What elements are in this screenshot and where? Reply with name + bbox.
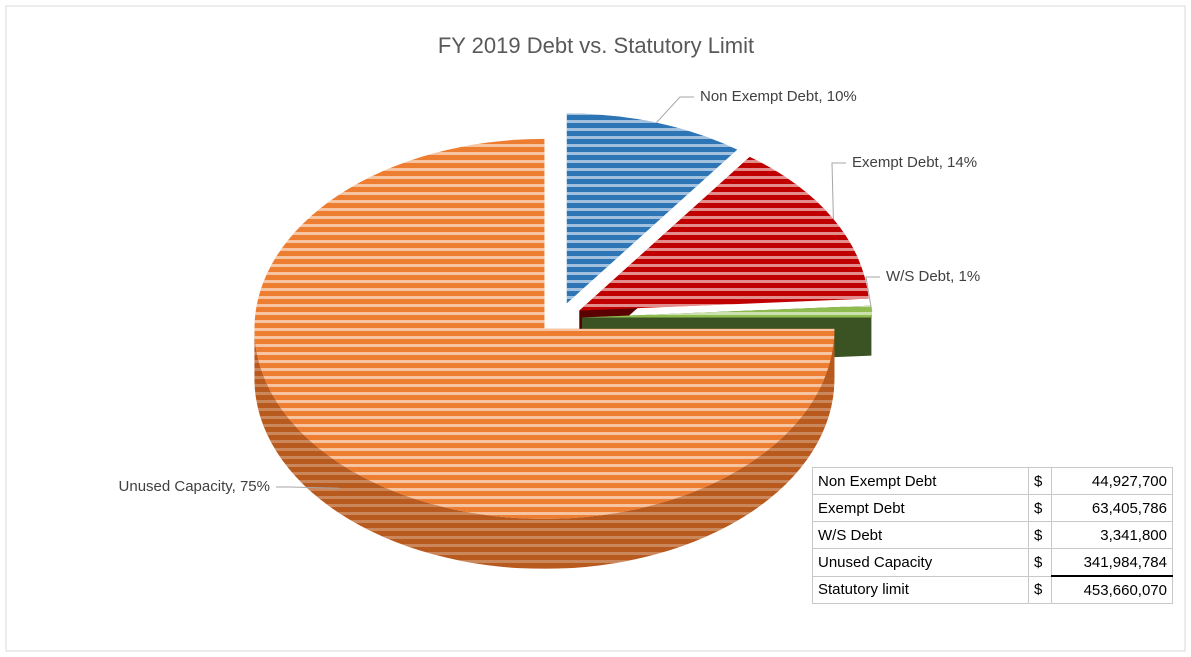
pie-slice-hatch	[579, 156, 869, 311]
data-label: W/S Debt, 1%	[886, 268, 980, 285]
table-cell: Non Exempt Debt	[812, 467, 1029, 495]
table-row: Non Exempt Debt $44,927,700	[812, 467, 1173, 495]
table-cell: Statutory limit	[812, 575, 1029, 604]
table-row: W/S Debt $3,341,800	[812, 521, 1173, 549]
table-row: Statutory limit $453,660,070	[812, 575, 1173, 604]
leader-line	[276, 486, 340, 489]
table-cell: Exempt Debt	[812, 494, 1029, 522]
data-label: Non Exempt Debt, 10%	[700, 88, 857, 105]
leader-line	[865, 276, 880, 312]
table-row: Unused Capacity $341,984,784	[812, 548, 1173, 577]
data-table: Non Exempt Debt $44,927,700 Exempt Debt $63…	[812, 467, 1173, 604]
table-cell: $	[1028, 548, 1052, 577]
chart-title: FY 2019 Debt vs. Statutory Limit	[438, 33, 754, 58]
table-cell: Unused Capacity	[812, 548, 1029, 577]
table-cell: 341,984,784	[1051, 548, 1173, 577]
table-row: Exempt Debt $63,405,786	[812, 494, 1173, 522]
table-cell: $	[1028, 494, 1052, 522]
leader-line	[656, 96, 694, 123]
table-cell: $	[1028, 575, 1052, 604]
table-cell: $	[1028, 521, 1052, 549]
table-cell: 453,660,070	[1051, 575, 1173, 604]
pie-slice-hatch	[254, 138, 835, 519]
table-cell: 44,927,700	[1051, 467, 1173, 495]
pie-slice-hatch	[566, 113, 738, 304]
table-cell: W/S Debt	[812, 521, 1029, 549]
data-label: Unused Capacity, 75%	[119, 478, 270, 495]
leader-line	[831, 162, 846, 220]
table-cell: 63,405,786	[1051, 494, 1173, 522]
pie-slice-side-hatch	[254, 328, 835, 569]
table-cell: 3,341,800	[1051, 521, 1173, 549]
data-label: Exempt Debt, 14%	[852, 154, 977, 171]
pie-slice-hatch	[581, 305, 872, 318]
table-cell: $	[1028, 467, 1052, 495]
